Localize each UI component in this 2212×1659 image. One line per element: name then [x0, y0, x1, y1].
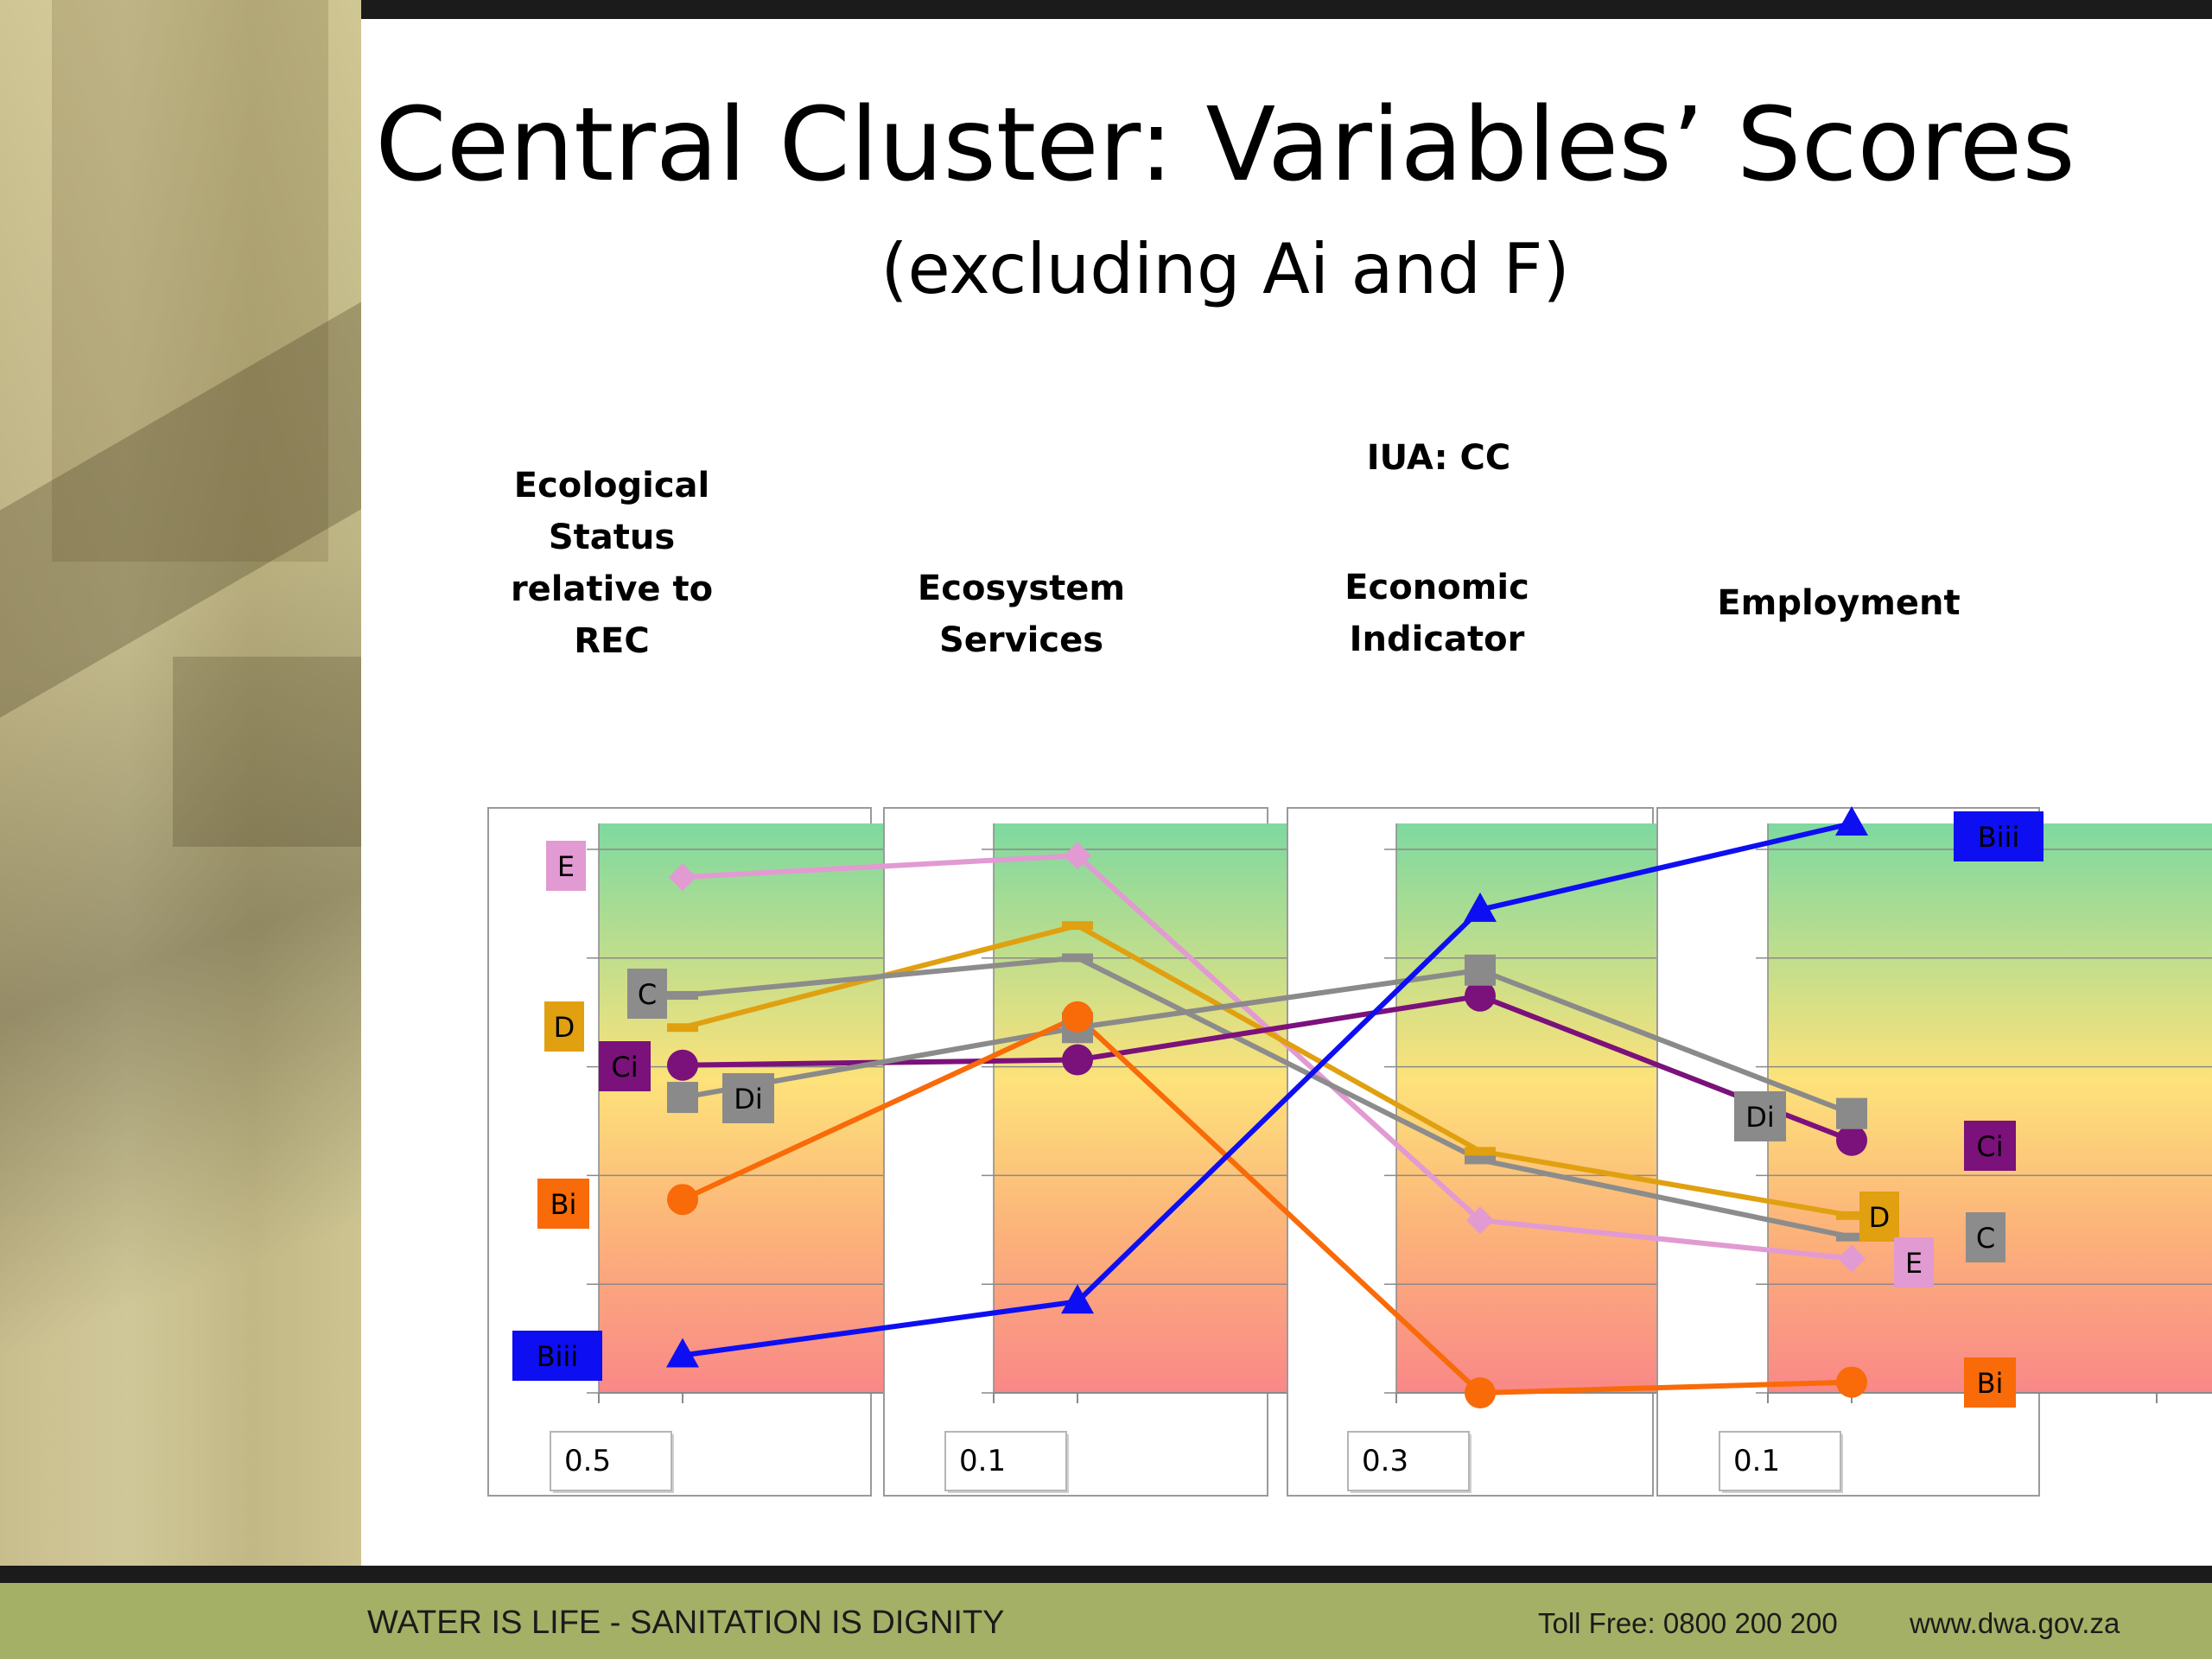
left-series-label-text: Ci	[611, 1051, 638, 1084]
right-series-label	[1964, 1357, 2016, 1408]
left-series-label	[599, 1041, 651, 1091]
right-series-label-text: D	[1869, 1201, 1891, 1234]
left-series-label-text: Di	[734, 1083, 763, 1116]
category-label: Services	[939, 620, 1103, 660]
data-point	[1836, 1097, 1867, 1129]
category-label: REC	[574, 621, 649, 661]
left-series-label-text: E	[557, 850, 575, 883]
footer-slogan: WATER IS LIFE - SANITATION IS DIGNITY	[367, 1605, 1005, 1641]
category-label: Ecological	[514, 466, 709, 505]
footer-divider	[0, 1566, 2212, 1583]
data-point	[1466, 1206, 1494, 1235]
data-point	[1465, 1377, 1496, 1408]
data-point	[1062, 1001, 1093, 1033]
right-series-label	[1964, 1121, 2016, 1171]
right-series-label	[1966, 1212, 2005, 1262]
data-point	[1062, 921, 1093, 931]
data-point	[1064, 842, 1091, 870]
left-series-label	[722, 1073, 774, 1123]
data-point	[669, 863, 696, 892]
category-label: Economic	[1344, 568, 1529, 607]
right-series-label-text: E	[1905, 1247, 1923, 1280]
data-point	[667, 1049, 698, 1081]
weight-value: 0.5	[564, 1444, 611, 1478]
right-series-label	[1859, 1192, 1899, 1242]
weight-box	[1347, 1431, 1470, 1491]
footer-bar	[0, 1583, 2212, 1659]
right-series-label-text: Biii	[1978, 821, 2020, 854]
right-series-label-text: Bi	[1977, 1367, 2004, 1400]
footer-website: www.dwa.gov.za	[1910, 1607, 2120, 1639]
category-label: Ecosystem	[918, 569, 1125, 608]
right-series-label-text: C	[1976, 1222, 1995, 1255]
category-label: relative to	[511, 569, 713, 609]
data-point	[1836, 1124, 1867, 1156]
weight-value: 0.3	[1362, 1444, 1408, 1478]
data-point	[1838, 1244, 1866, 1273]
scores-chart: IUA: CC 0.5 Ecological Status relative to REC…	[487, 438, 2212, 1497]
left-series-label	[512, 1331, 602, 1381]
data-point	[667, 1023, 698, 1033]
category-label: Indicator	[1350, 620, 1525, 659]
top-bar	[0, 0, 2212, 19]
right-series-label	[1734, 1091, 1786, 1141]
slide-subtitle: (excluding Ai and F)	[880, 229, 1570, 309]
left-series-label	[544, 1001, 584, 1052]
weight-box	[550, 1431, 672, 1491]
chart-title: IUA: CC	[1367, 438, 1510, 478]
footer-toll-free: Toll Free: 0800 200 200	[1538, 1607, 1838, 1639]
series-line	[682, 955, 1853, 1240]
weight-value: 0.1	[959, 1444, 1006, 1478]
data-point	[1836, 1232, 1867, 1242]
left-series-label	[537, 1179, 589, 1229]
data-point	[1061, 1284, 1094, 1314]
data-point	[1465, 1147, 1496, 1156]
data-point	[1835, 806, 1868, 836]
right-series-label-text: Di	[1745, 1101, 1775, 1134]
category-label: Status	[549, 518, 675, 557]
photo-shade-1	[52, 0, 328, 562]
data-point	[667, 1184, 698, 1216]
left-series-label-text: Biii	[537, 1340, 579, 1373]
left-series-label	[546, 841, 586, 891]
series-line	[681, 1014, 1853, 1395]
right-series-label	[1954, 811, 2044, 861]
series-line	[682, 967, 1853, 1116]
left-series-label-text: C	[638, 978, 657, 1011]
left-series-label-text: D	[554, 1011, 575, 1044]
decorative-photo-panel	[0, 0, 361, 1566]
data-point	[1464, 892, 1497, 922]
weight-box	[1719, 1431, 1841, 1491]
data-point	[1465, 954, 1496, 986]
category-label: Employment	[1717, 583, 1960, 623]
data-point	[1836, 1366, 1867, 1398]
slide-title: Central Cluster: Variables’ Scores	[375, 85, 2075, 204]
weight-value: 0.1	[1733, 1444, 1780, 1478]
data-point	[667, 1082, 698, 1114]
data-point	[666, 1338, 699, 1368]
right-series-label-text: Ci	[1976, 1130, 2003, 1163]
data-point	[1062, 1044, 1093, 1076]
data-point	[1465, 1155, 1496, 1165]
series-line	[682, 821, 1853, 1358]
data-point	[1062, 953, 1093, 963]
data-point	[1465, 980, 1496, 1012]
photo-shade-3	[173, 657, 361, 847]
data-point	[667, 990, 698, 1000]
left-series-label	[627, 969, 667, 1019]
left-series-label-text: Bi	[550, 1188, 577, 1221]
data-point	[1836, 1211, 1867, 1220]
weight-box	[944, 1431, 1067, 1491]
right-series-label	[1894, 1237, 1934, 1287]
